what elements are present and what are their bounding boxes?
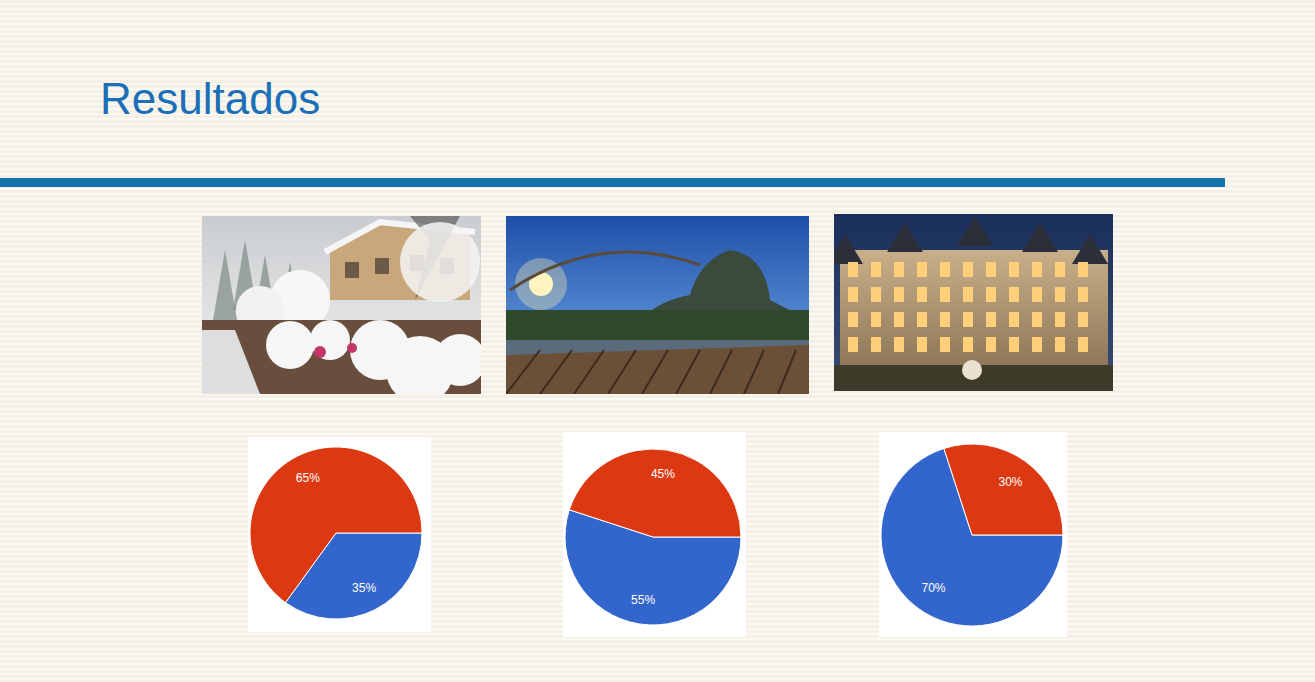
deck-plank <box>540 350 572 394</box>
deck-plank <box>710 350 732 394</box>
lit-window <box>871 312 881 327</box>
facade <box>840 250 1108 370</box>
roof <box>1072 234 1108 264</box>
lit-window <box>848 337 858 352</box>
snow-tree <box>400 222 480 302</box>
pie-slice <box>944 444 1063 535</box>
pie-chart: 35% 65% <box>248 437 431 632</box>
snow-bush <box>434 334 481 386</box>
lit-window <box>917 312 927 327</box>
lit-window <box>963 287 973 302</box>
lit-window <box>917 287 927 302</box>
lit-window <box>894 312 904 327</box>
lit-window <box>894 337 904 352</box>
lit-window <box>1032 312 1042 327</box>
stage: 35% 65% 55% 45% 70% 30% <box>0 0 1315 682</box>
lit-window <box>1078 312 1088 327</box>
photo-bg <box>506 216 809 394</box>
pie-chart: 70% 30% <box>879 432 1067 637</box>
lit-window <box>1055 287 1065 302</box>
lit-window <box>894 287 904 302</box>
lit-window <box>1009 337 1019 352</box>
deck-plank <box>608 350 636 394</box>
data-label: 30% <box>998 475 1022 489</box>
lit-window <box>963 312 973 327</box>
lit-window <box>871 337 881 352</box>
roof <box>887 222 923 252</box>
photo-snow <box>202 216 481 394</box>
lit-window <box>1055 312 1065 327</box>
deck-plank <box>744 350 764 394</box>
lit-window <box>986 312 996 327</box>
lit-window <box>848 287 858 302</box>
lit-window <box>940 312 950 327</box>
photo-bg <box>834 214 1113 391</box>
lit-window <box>986 262 996 277</box>
lit-window <box>986 337 996 352</box>
deck-plank <box>676 350 700 394</box>
slide-title: Resultados <box>100 74 320 124</box>
lit-window <box>940 337 950 352</box>
lit-window <box>940 262 950 277</box>
pie-slice <box>250 447 422 603</box>
lit-window <box>917 262 927 277</box>
flower <box>314 346 326 358</box>
pie-slice <box>569 449 741 537</box>
snow-bush <box>266 321 314 369</box>
data-label: 55% <box>631 593 655 607</box>
roof <box>1022 222 1058 252</box>
forest <box>506 310 809 340</box>
lit-window <box>1078 262 1088 277</box>
lit-window <box>894 262 904 277</box>
deck-plank <box>642 350 668 394</box>
flower <box>347 343 357 353</box>
window <box>345 262 359 278</box>
slide: {"title": "Resultados", "chart_data": [ … <box>0 0 1315 682</box>
window <box>375 258 389 274</box>
chart-panel <box>563 432 746 637</box>
lit-window <box>871 262 881 277</box>
lit-window <box>1009 262 1019 277</box>
lit-window <box>917 337 927 352</box>
chart-panel <box>879 432 1067 637</box>
arch <box>510 252 700 290</box>
lit-window <box>1032 287 1042 302</box>
data-label: 65% <box>296 471 320 485</box>
lit-window <box>1009 312 1019 327</box>
data-label: 45% <box>651 467 675 481</box>
fountain <box>962 360 982 380</box>
data-label: 35% <box>352 581 376 595</box>
roof <box>834 234 863 264</box>
road <box>202 330 260 394</box>
lit-window <box>1055 262 1065 277</box>
lit-window <box>848 312 858 327</box>
lit-window <box>963 262 973 277</box>
lit-window <box>871 287 881 302</box>
deck <box>506 345 809 394</box>
lit-window <box>963 337 973 352</box>
chart-panel <box>248 437 431 632</box>
snow-bush <box>310 320 350 360</box>
title-rule <box>0 178 1225 187</box>
photo-castle <box>834 214 1113 391</box>
lit-window <box>1078 337 1088 352</box>
photo-lake <box>506 216 809 394</box>
deck-plank <box>506 350 540 394</box>
deck-plank <box>574 350 604 394</box>
lit-window <box>848 262 858 277</box>
pie-chart: 55% 45% <box>563 432 746 637</box>
roof <box>957 216 993 246</box>
lit-window <box>1032 262 1042 277</box>
deck-plank <box>778 350 796 394</box>
lit-window <box>1055 337 1065 352</box>
data-label: 70% <box>921 581 945 595</box>
lit-window <box>940 287 950 302</box>
lit-window <box>1078 287 1088 302</box>
lit-window <box>986 287 996 302</box>
lit-window <box>1032 337 1042 352</box>
lit-window <box>1009 287 1019 302</box>
